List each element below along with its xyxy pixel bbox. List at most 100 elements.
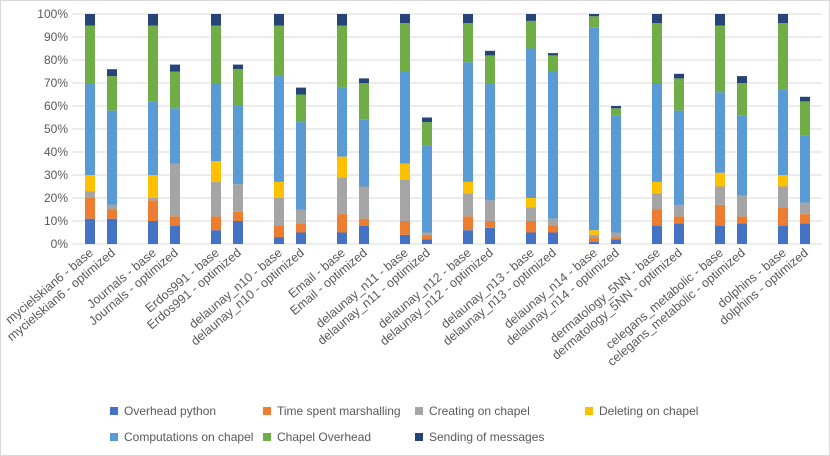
bar-segment <box>170 64 180 72</box>
bar-segment <box>211 83 221 162</box>
bar-segment <box>422 234 432 240</box>
bar-segment <box>170 163 180 217</box>
bar-segment <box>674 110 684 205</box>
bar-segment <box>85 14 95 26</box>
bar-segment <box>737 223 747 244</box>
bar-segment <box>422 122 432 146</box>
legend-label: Sending of messages <box>429 430 544 444</box>
bar-segment <box>211 181 221 217</box>
bar-segment <box>778 225 788 244</box>
bar-segment <box>337 87 347 157</box>
bar-segment <box>715 225 725 244</box>
bar-segment <box>359 186 369 219</box>
bar-segment <box>233 211 243 221</box>
bar-segment <box>800 202 810 215</box>
bar-segment <box>359 218 369 226</box>
legend-swatch <box>415 407 423 415</box>
bar-segment <box>337 177 347 215</box>
bar-segment <box>296 223 306 233</box>
bar-segment <box>107 76 117 111</box>
bar-segment <box>778 23 788 90</box>
bar-segment <box>107 204 117 210</box>
bar-segment <box>422 232 432 235</box>
bar-segment <box>463 193 473 217</box>
legend-swatch <box>415 433 423 441</box>
bar-segment <box>337 214 347 233</box>
y-tick-label: 90% <box>44 30 68 44</box>
y-tick-label: 60% <box>44 99 68 113</box>
y-tick-label: 100% <box>37 7 68 21</box>
bar-segment <box>274 198 284 226</box>
bar-segment <box>463 230 473 244</box>
bar-segment <box>548 55 558 72</box>
bar-segment <box>526 20 536 49</box>
bar-segment <box>800 135 810 203</box>
bar-segment <box>463 181 473 194</box>
bar-segment <box>800 214 810 224</box>
bar-segment <box>400 234 410 244</box>
bar-segment <box>778 14 788 24</box>
bar-segment <box>148 101 158 175</box>
bar-segment <box>211 161 221 182</box>
y-tick-label: 80% <box>44 53 68 67</box>
bar-segment <box>652 193 662 210</box>
legend-label: Deleting on chapel <box>599 404 698 418</box>
bar-segment <box>463 62 473 182</box>
legend-label: Computations on chapel <box>124 430 253 444</box>
bar-segment <box>737 195 747 217</box>
bar-segment <box>611 115 621 233</box>
y-tick-label: 70% <box>44 76 68 90</box>
bar-segment <box>85 198 95 219</box>
bar-segment <box>296 232 306 244</box>
bar-segment <box>589 27 599 231</box>
legend-swatch <box>263 433 271 441</box>
bar-segment <box>485 55 495 83</box>
bar-segment <box>148 221 158 244</box>
bar-segment <box>211 230 221 244</box>
bar-segment <box>611 239 621 244</box>
bar-segment <box>359 225 369 244</box>
bar-segment <box>548 53 558 56</box>
bar-segment <box>296 87 306 95</box>
bar-segment <box>422 117 432 123</box>
bar-segment <box>715 14 725 26</box>
bar-segment <box>737 115 747 196</box>
bar-segment <box>800 96 810 102</box>
bar-segment <box>274 25 284 77</box>
bar-segment <box>737 76 747 83</box>
bar-segment <box>359 83 369 120</box>
bar-segment <box>652 209 662 226</box>
bar-segment <box>589 237 599 242</box>
bar-segment <box>652 181 662 194</box>
bar-segment <box>148 25 158 102</box>
bar-segment <box>148 14 158 26</box>
bar-segment <box>211 216 221 231</box>
bar-segment <box>715 25 725 93</box>
legend-swatch <box>263 407 271 415</box>
bar-segment <box>526 14 536 21</box>
bar-segment <box>296 94 306 123</box>
bar-segment <box>233 184 243 212</box>
bar-segment <box>422 145 432 233</box>
bar-segment <box>274 76 284 182</box>
legend-label: Time spent marshalling <box>277 404 401 418</box>
bar-segment <box>485 227 495 244</box>
bar-segment <box>170 108 180 164</box>
bar-segment <box>715 186 725 205</box>
bar-segment <box>400 163 410 180</box>
y-tick-label: 0% <box>51 237 69 251</box>
bar-segment <box>611 106 621 109</box>
legend-label: Creating on chapel <box>429 404 530 418</box>
bar-segment <box>400 14 410 24</box>
y-tick-label: 40% <box>44 145 68 159</box>
bar-segment <box>526 232 536 244</box>
bar-segment <box>778 89 788 175</box>
legend-swatch <box>110 433 118 441</box>
bar-segment <box>400 221 410 235</box>
bar-segment <box>170 225 180 244</box>
bar-segment <box>778 186 788 208</box>
bar-segment <box>674 216 684 224</box>
bar-segment <box>233 69 243 106</box>
bar-segment <box>274 225 284 238</box>
bar-segment <box>737 83 747 116</box>
